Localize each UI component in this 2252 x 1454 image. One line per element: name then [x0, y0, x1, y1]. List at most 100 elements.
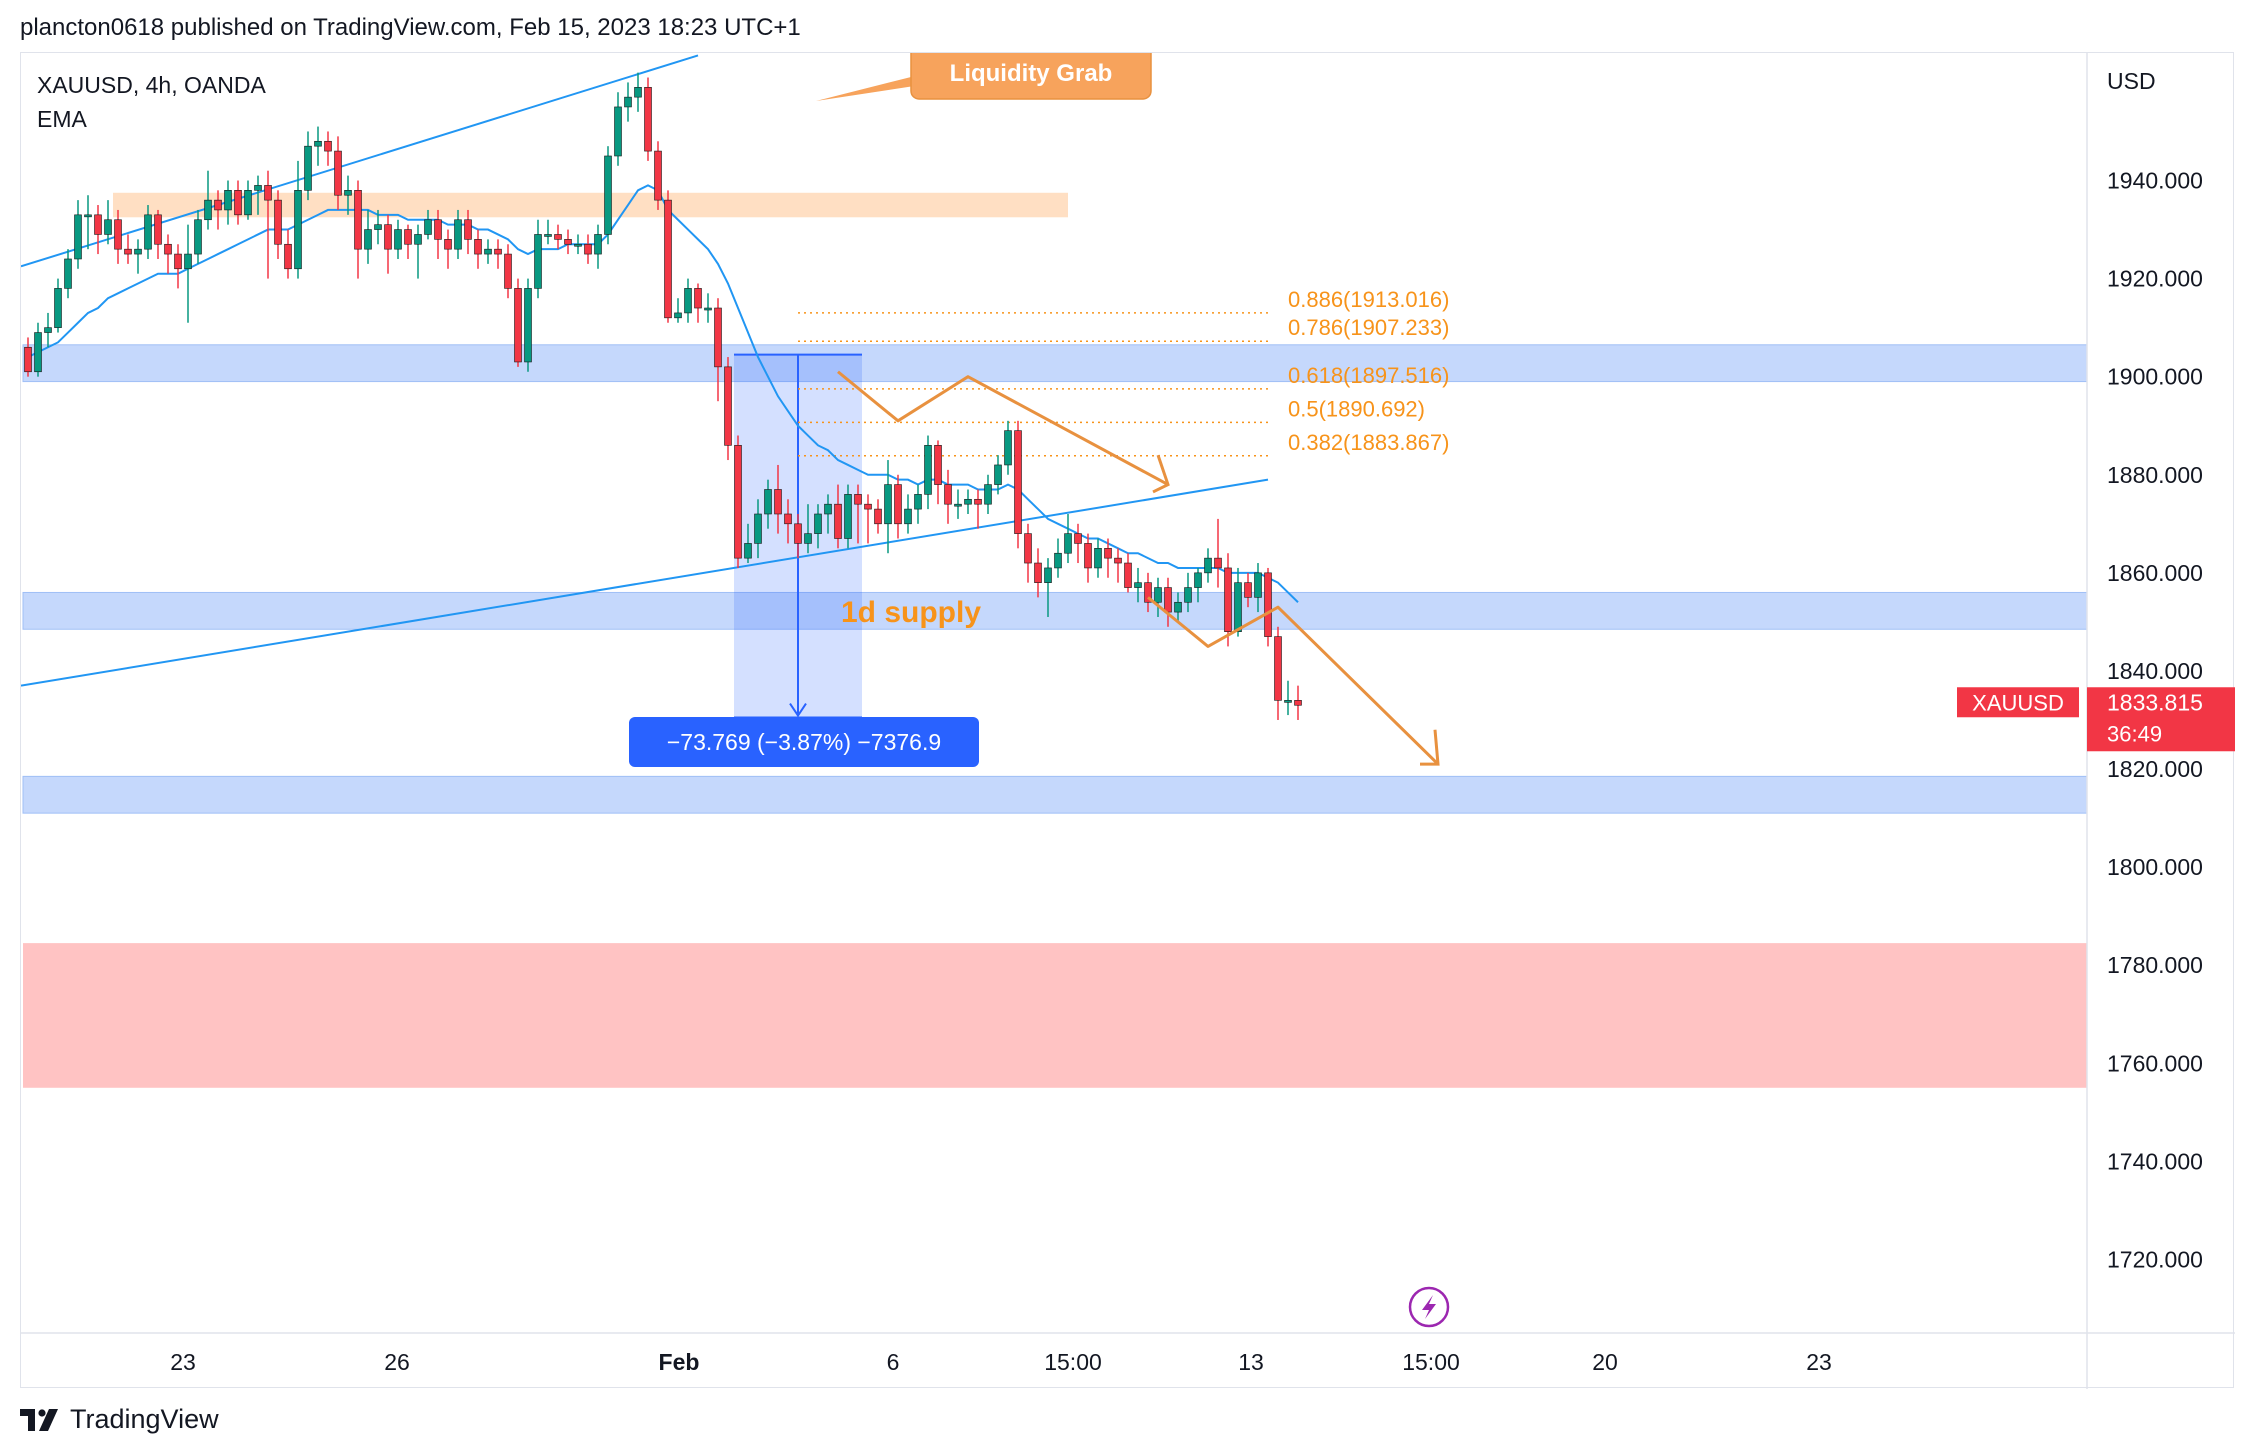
candle-body-98	[1004, 430, 1012, 466]
tradingview-brand[interactable]: TradingView	[70, 1404, 219, 1434]
candle-body-54	[564, 239, 572, 245]
candle-body-92	[944, 484, 952, 505]
symbol-price-tag	[1957, 687, 2079, 718]
measure-arrow-head	[789, 702, 807, 718]
candle-body-126	[1284, 700, 1292, 703]
price-tick-1: 1920.000	[2107, 266, 2203, 292]
pattern-arrow-upper	[1152, 454, 1170, 494]
candle-body-125	[1274, 636, 1282, 701]
candle-body-58	[604, 155, 612, 235]
candle-body-73	[754, 513, 762, 544]
price-tick-6: 1820.000	[2107, 756, 2203, 782]
support-zone-1820	[22, 775, 2088, 814]
liquidity-grab-label: Liquidity Grab	[950, 60, 1113, 87]
time-tick-3: 6	[887, 1349, 900, 1375]
candle-body-13	[154, 214, 162, 245]
candle-body-10	[124, 248, 132, 255]
candle-body-78	[804, 533, 812, 544]
price-tick-8: 1780.000	[2107, 952, 2203, 978]
candle-body-77	[794, 523, 802, 544]
candle-body-50	[524, 288, 532, 363]
candle-body-23	[254, 185, 262, 191]
candle-body-95	[974, 498, 982, 505]
time-tick-4: 15:00	[1044, 1349, 1102, 1375]
supply-zone-1900	[22, 344, 2088, 383]
chart-frame[interactable]: 0.886(1913.016) 0.786(1907.233) 0.618(1897…	[20, 52, 2235, 1389]
candle-body-47	[494, 248, 502, 255]
bar-countdown: 36:49	[2107, 721, 2162, 746]
candle-body-33	[354, 190, 362, 250]
candle-body-72	[744, 543, 752, 559]
candle-body-0	[24, 346, 32, 373]
candle-body-70	[724, 366, 732, 446]
candle-body-22	[244, 190, 252, 216]
candle-body-20	[224, 190, 232, 211]
lower-trend-line	[21, 478, 1269, 687]
candle-body-120	[1224, 567, 1232, 632]
candle-body-82	[844, 494, 852, 539]
candle-body-26	[284, 243, 292, 270]
candle-body-44	[464, 219, 472, 240]
candle-body-31	[334, 150, 342, 196]
candle-body-62	[644, 87, 652, 152]
candle-body-60	[624, 96, 632, 108]
measure-value-box	[629, 717, 979, 768]
candle-body-42	[444, 239, 452, 250]
candle-body-71	[734, 445, 742, 559]
candle-body-76	[784, 513, 792, 525]
candle-body-101	[1034, 562, 1042, 583]
candle-body-112	[1144, 582, 1152, 603]
candle-body-79	[814, 513, 822, 534]
supply-label: 1d supply	[841, 596, 981, 629]
candle-body-84	[864, 503, 872, 510]
candle-body-57	[594, 234, 602, 255]
candle-body-48	[504, 253, 512, 289]
candle-body-38	[404, 229, 412, 245]
candle-body-49	[514, 288, 522, 363]
candle-body-45	[474, 239, 482, 255]
time-tick-2: Feb	[659, 1349, 700, 1375]
resistance-zone	[113, 192, 1068, 218]
candle-body-51	[534, 234, 542, 289]
candle-body-1	[34, 332, 42, 373]
candle-body-12	[144, 214, 152, 250]
candle-body-116	[1184, 587, 1192, 603]
candle-body-65	[674, 312, 682, 319]
candle-body-46	[484, 248, 492, 255]
price-tick-4: 1860.000	[2107, 560, 2203, 586]
candle-body-2	[44, 327, 52, 333]
candle-body-17	[194, 219, 202, 255]
candle-body-39	[414, 234, 422, 245]
candle-body-80	[824, 503, 832, 515]
candle-body-30	[324, 140, 332, 152]
candle-body-21	[234, 190, 242, 216]
candle-body-122	[1244, 582, 1252, 598]
currency-label: USD	[2107, 68, 2156, 94]
candle-body-19	[214, 199, 222, 211]
time-tick-7: 20	[1592, 1349, 1618, 1375]
candle-body-87	[894, 484, 902, 525]
time-tick-6: 15:00	[1402, 1349, 1460, 1375]
candle-body-59	[614, 106, 622, 157]
candle-body-97	[994, 464, 1002, 485]
candle-body-9	[114, 219, 122, 250]
candle-body-105	[1074, 533, 1082, 544]
price-tick-11: 1720.000	[2107, 1246, 2203, 1272]
tradingview-logo-icon[interactable]	[20, 1408, 60, 1431]
candle-body-66	[684, 288, 692, 314]
liquidity-grab-pointer	[816, 77, 921, 101]
publisher-header: plancton0618 published on TradingView.co…	[20, 14, 801, 41]
candle-body-121	[1234, 582, 1242, 632]
candle-body-119	[1214, 557, 1222, 569]
candle-body-74	[764, 489, 772, 515]
upper-trend-line	[21, 54, 699, 268]
price-chart[interactable]: 0.886(1913.016) 0.786(1907.233) 0.618(1897…	[21, 53, 2235, 1389]
candle-body-63	[654, 150, 662, 201]
price-tick-7: 1800.000	[2107, 854, 2203, 880]
candle-body-6	[84, 214, 92, 218]
candle-body-7	[94, 214, 102, 235]
candle-body-40	[424, 219, 432, 235]
candle-body-117	[1194, 572, 1202, 588]
pattern-zigzag-upper	[837, 370, 1169, 486]
candle-body-109	[1114, 557, 1122, 564]
